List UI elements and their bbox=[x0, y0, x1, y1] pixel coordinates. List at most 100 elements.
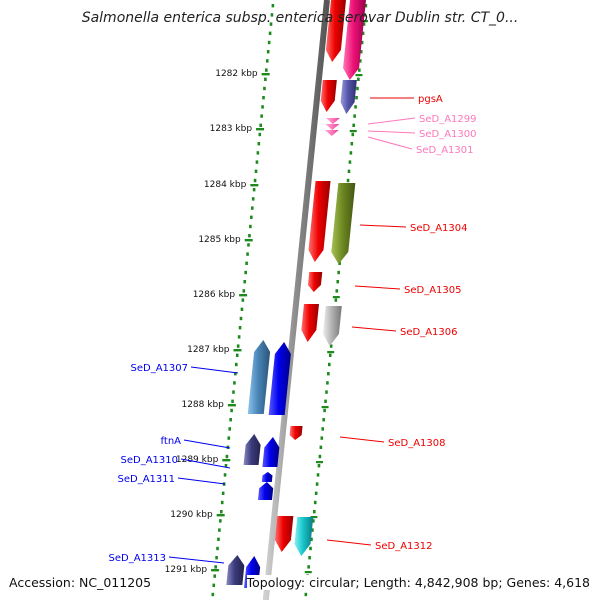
callout-line bbox=[354, 285, 401, 290]
tick-dot bbox=[358, 68, 361, 72]
tick-dot bbox=[225, 454, 229, 459]
kbp-tick bbox=[256, 128, 265, 131]
gene-arrow bbox=[308, 181, 331, 262]
tick-dot bbox=[254, 169, 258, 173]
tick-dot bbox=[327, 362, 331, 367]
gene-arrow-small bbox=[325, 124, 340, 130]
tick-dot bbox=[353, 114, 356, 118]
callout-line bbox=[339, 436, 385, 443]
kbp-tick bbox=[227, 404, 236, 407]
gene-arrow bbox=[262, 437, 280, 467]
tick-dot bbox=[357, 77, 360, 81]
gene-arrow bbox=[343, 0, 366, 80]
tick-dot bbox=[312, 519, 315, 523]
tick-dot bbox=[364, 4, 368, 8]
tick-dot bbox=[323, 408, 326, 413]
gene-arrow bbox=[268, 342, 291, 415]
backbone-line bbox=[262, 0, 330, 600]
kbp-tick bbox=[233, 349, 242, 352]
tick-dot bbox=[270, 13, 274, 17]
callout-line bbox=[367, 130, 416, 134]
callout-line bbox=[359, 224, 407, 228]
right-dotted-line bbox=[304, 4, 368, 597]
tick-dot bbox=[249, 224, 252, 229]
tick-dot bbox=[362, 22, 366, 26]
tick-dot bbox=[266, 50, 270, 54]
kbp-label: 1290 kbp bbox=[170, 510, 213, 520]
right-tick-mark bbox=[327, 351, 335, 354]
gene-arrow bbox=[307, 272, 323, 292]
tick-dot bbox=[228, 427, 232, 431]
kbp-tick bbox=[211, 569, 220, 572]
tick-dot bbox=[260, 114, 263, 118]
tick-dot bbox=[219, 519, 222, 523]
tick-dot bbox=[227, 436, 231, 440]
gene-arrow bbox=[289, 426, 303, 440]
callout-line bbox=[180, 458, 231, 469]
tick-dot bbox=[310, 537, 313, 541]
gene-label: pgsA bbox=[418, 94, 443, 105]
tick-dot bbox=[256, 151, 260, 155]
tick-dot bbox=[317, 464, 321, 468]
tick-dot bbox=[257, 142, 261, 146]
kbp-label: 1291 kbp bbox=[165, 565, 208, 575]
right-tick-mark bbox=[332, 296, 340, 299]
gene-label: SeD_A1308 bbox=[388, 438, 446, 449]
tick-dot bbox=[324, 399, 327, 403]
left-dotted-line bbox=[211, 4, 275, 597]
tick-dot bbox=[233, 381, 236, 385]
gene-label: SeD_A1300 bbox=[419, 129, 477, 140]
tick-dot bbox=[315, 482, 319, 486]
gene-arrow bbox=[331, 183, 356, 264]
tick-dot bbox=[346, 178, 350, 183]
tick-dot bbox=[243, 280, 247, 284]
tick-dot bbox=[259, 123, 262, 127]
tick-dot bbox=[314, 491, 318, 495]
tick-dot bbox=[309, 546, 312, 551]
gene-label: SeD_A1305 bbox=[404, 285, 462, 296]
tick-dot bbox=[304, 592, 308, 597]
tick-dot bbox=[347, 169, 351, 173]
tick-dot bbox=[269, 22, 273, 26]
callout-line bbox=[168, 556, 225, 564]
tick-dot bbox=[325, 390, 328, 394]
tick-dot bbox=[218, 528, 221, 532]
tick-dot bbox=[219, 510, 223, 514]
gene-arrow bbox=[258, 482, 274, 500]
tick-dot bbox=[231, 399, 234, 403]
tick-dot bbox=[246, 252, 249, 256]
right-tick-mark bbox=[315, 461, 323, 464]
tick-dot bbox=[321, 427, 325, 431]
tick-dot bbox=[318, 454, 322, 459]
tick-dot bbox=[258, 132, 262, 137]
gene-label: SeD_A1301 bbox=[416, 145, 474, 156]
gene-label: SeD_A1306 bbox=[400, 327, 458, 338]
tick-dot bbox=[355, 96, 358, 100]
kbp-label: 1289 kbp bbox=[176, 455, 219, 465]
tick-dot bbox=[234, 362, 238, 367]
kbp-label: 1288 kbp bbox=[181, 400, 224, 410]
tick-dot bbox=[235, 353, 239, 357]
tick-dot bbox=[308, 556, 311, 560]
kbp-tick bbox=[261, 73, 270, 76]
kbp-label: 1287 kbp bbox=[187, 345, 230, 355]
tick-dot bbox=[335, 289, 339, 293]
kbp-tick bbox=[222, 459, 231, 462]
map-title: Salmonella enterica subsp. enterica sero… bbox=[81, 10, 519, 26]
gene-arrow bbox=[243, 434, 261, 465]
tick-dot bbox=[239, 316, 243, 321]
tick-dot bbox=[361, 31, 365, 35]
tick-dot bbox=[240, 307, 244, 311]
tick-dot bbox=[253, 178, 257, 183]
tick-dot bbox=[241, 298, 245, 302]
kbp-label: 1284 kbp bbox=[204, 180, 247, 190]
kbp-tick bbox=[216, 514, 225, 517]
tick-dot bbox=[326, 381, 329, 385]
gene-label: SeD_A1299 bbox=[419, 114, 477, 125]
tick-dot bbox=[352, 123, 355, 127]
tick-dot bbox=[215, 556, 218, 560]
right-tick-mark bbox=[360, 20, 368, 23]
right-tick-mark bbox=[310, 516, 318, 519]
tick-dot bbox=[234, 372, 237, 376]
tick-dot bbox=[350, 142, 354, 146]
